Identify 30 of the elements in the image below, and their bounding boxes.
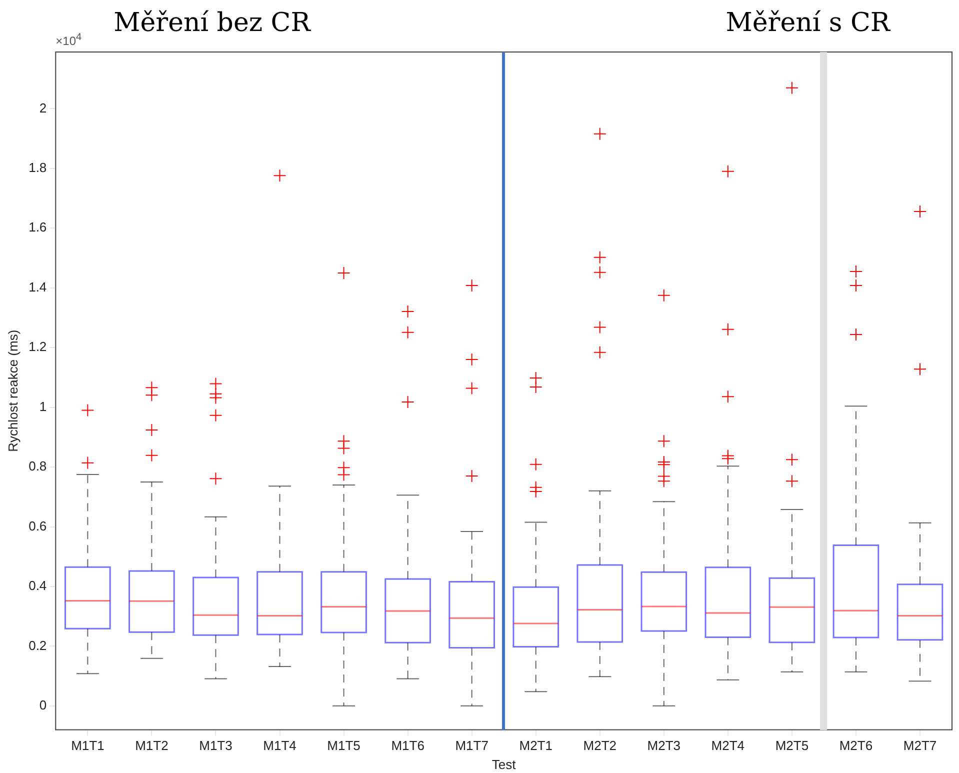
y-tick-label: 1.2 <box>28 339 47 354</box>
x-tick-label: M2T7 <box>903 738 937 754</box>
x-tick-label: M2T1 <box>519 738 552 754</box>
text: ×10$^{4}$ <box>56 32 82 48</box>
x-tick-label: M1T7 <box>455 738 488 754</box>
x-tick-label: M2T2 <box>583 738 616 754</box>
x-tick-label: M1T3 <box>199 738 232 754</box>
x-tick-label: M1T1 <box>71 738 104 754</box>
y-tick-label: 0.6 <box>28 518 47 534</box>
text: Měření s CR <box>726 8 890 38</box>
y-tick-label: 2 <box>39 100 47 116</box>
y-tick-label: 0.2 <box>28 638 47 653</box>
y-axis-title: Rychlost reakce (ms) <box>5 330 20 452</box>
x-tick-label: M2T4 <box>711 738 745 754</box>
text: Měření bez CR <box>114 8 310 38</box>
x-axis-title: Test <box>492 756 516 772</box>
x-tick-label: M2T5 <box>775 738 809 754</box>
y-tick-label: 0 <box>39 697 47 712</box>
x-tick-label: M1T2 <box>135 738 168 754</box>
x-tick-label: M2T6 <box>839 738 873 754</box>
y-tick-label: 1.6 <box>28 220 47 235</box>
y-tick-label: 0.8 <box>28 458 47 474</box>
y-tick-label: 1.8 <box>28 160 47 176</box>
y-tick-label: 1 <box>39 398 47 414</box>
x-tick-label: M1T4 <box>263 738 296 754</box>
x-tick-label: M1T5 <box>327 738 360 754</box>
x-tick-label: M2T3 <box>647 738 681 754</box>
x-tick-label: M1T6 <box>391 738 424 754</box>
y-tick-label: 0.4 <box>28 578 47 594</box>
y-tick-label: 1.4 <box>28 279 47 294</box>
